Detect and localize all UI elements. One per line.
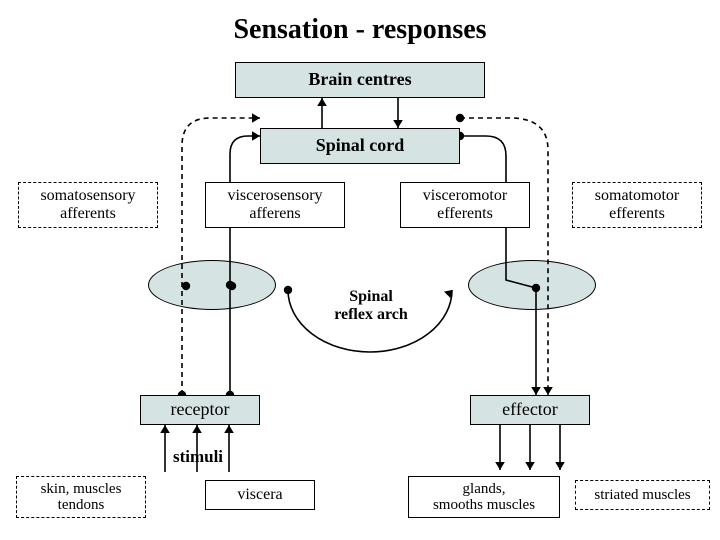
viscerosensory-afferens-box: viscerosensory afferens	[205, 182, 345, 228]
somatomotor-efferents-box: somatomotor efferents	[572, 182, 702, 228]
somatomotor-efferents-label: somatomotor efferents	[595, 187, 679, 222]
striated-muscles-label: striated muscles	[594, 487, 690, 504]
ganglion-right-ellipse	[468, 260, 596, 310]
viscera-label: viscera	[237, 486, 282, 504]
spinal-reflex-arch-label: Spinal reflex arch	[316, 288, 426, 330]
viscera-box: viscera	[205, 480, 315, 510]
skin-muscles-tendons-box: skin, muscles tendons	[16, 476, 146, 518]
visceromotor-efferents-label: visceromotor efferents	[423, 187, 507, 222]
stimuli-label: stimuli	[158, 447, 238, 469]
brain-centres-box: Brain centres	[235, 62, 485, 98]
spinal-cord-label: Spinal cord	[316, 136, 405, 156]
glands-smooths-muscles-label: glands, smooths muscles	[433, 481, 535, 514]
somatosensory-afferents-label: somatosensory afferents	[40, 187, 135, 222]
somatosensory-afferents-box: somatosensory afferents	[18, 182, 158, 228]
effector-label: effector	[502, 400, 558, 420]
visceromotor-efferents-box: visceromotor efferents	[400, 182, 530, 228]
brain-centres-label: Brain centres	[308, 70, 411, 90]
viscerosensory-afferens-label: viscerosensory afferens	[227, 187, 322, 222]
diagram-title: Sensation - responses	[0, 14, 720, 46]
striated-muscles-box: striated muscles	[575, 480, 710, 510]
spinal-cord-box: Spinal cord	[260, 128, 460, 164]
receptor-box: receptor	[140, 395, 260, 425]
receptor-label: receptor	[171, 400, 230, 420]
ganglion-left-ellipse	[148, 260, 276, 310]
skin-muscles-tendons-label: skin, muscles tendons	[41, 481, 122, 514]
effector-box: effector	[470, 395, 590, 425]
glands-smooths-muscles-box: glands, smooths muscles	[408, 476, 560, 518]
